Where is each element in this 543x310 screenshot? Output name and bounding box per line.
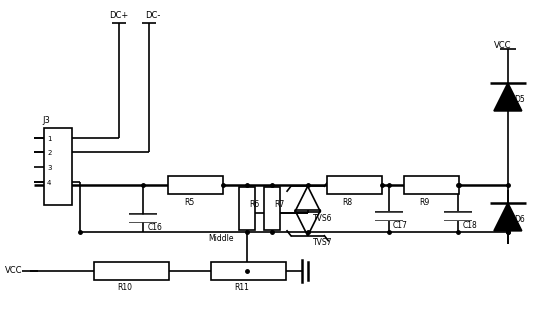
Polygon shape — [494, 83, 522, 111]
Text: D5: D5 — [514, 95, 525, 104]
Text: R8: R8 — [342, 197, 352, 206]
Text: DC+: DC+ — [110, 11, 129, 20]
Text: DC-: DC- — [145, 11, 161, 20]
Text: TVS6: TVS6 — [313, 214, 332, 223]
Text: J3: J3 — [42, 116, 50, 125]
Text: 3: 3 — [47, 165, 52, 171]
Bar — [404, 176, 459, 194]
Text: VCC: VCC — [494, 41, 512, 50]
Text: Middle: Middle — [209, 234, 234, 243]
Bar — [93, 262, 169, 280]
Text: D6: D6 — [514, 215, 525, 224]
Bar — [326, 176, 382, 194]
Text: R7: R7 — [274, 200, 284, 209]
Bar — [211, 262, 286, 280]
Text: VCC: VCC — [5, 267, 23, 276]
Text: C17: C17 — [393, 221, 408, 230]
Bar — [264, 187, 280, 230]
Text: R5: R5 — [184, 197, 194, 206]
Text: R10: R10 — [117, 283, 132, 292]
Bar — [168, 176, 223, 194]
Text: 2: 2 — [47, 150, 52, 156]
Text: TVS7: TVS7 — [313, 238, 332, 247]
Bar — [44, 128, 72, 205]
Text: R11: R11 — [235, 283, 249, 292]
Text: R6: R6 — [249, 200, 260, 209]
Text: 1: 1 — [47, 136, 52, 142]
Text: C16: C16 — [148, 224, 163, 232]
Text: R9: R9 — [420, 197, 430, 206]
Text: 4: 4 — [47, 180, 52, 186]
Polygon shape — [494, 203, 522, 231]
Text: C18: C18 — [462, 221, 477, 230]
Bar — [239, 187, 255, 230]
